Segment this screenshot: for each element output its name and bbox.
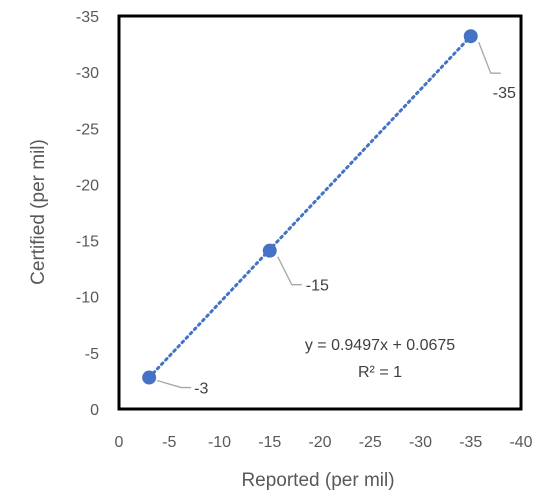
plot-border [117,14,523,411]
data-label: -3 [194,381,208,398]
x-axis-title: Reported (per mil) [241,470,394,491]
data-labels: -3 -15 -35 [194,85,516,397]
leader-line [277,256,302,286]
trendline-equation: y = 0.9497x + 0.0675 [305,337,455,354]
plot-area [117,14,523,411]
data-point [463,29,478,44]
leader-line [156,379,192,389]
y-tick-label: -30 [76,65,99,82]
y-tick-label: -10 [76,290,99,307]
trendline-r-squared: R² = 1 [358,364,402,381]
trendline-path [147,34,473,380]
y-axis-ticks: 0 -5 -10 -15 -20 -25 -30 -35 [76,9,99,419]
data-label-leaders [156,41,501,389]
x-tick-label: -25 [359,434,382,451]
data-label: -35 [493,85,516,102]
x-tick-label: -20 [308,434,331,451]
y-tick-label: 0 [90,402,99,419]
data-point [142,370,157,385]
y-tick-label: -20 [76,177,99,194]
x-tick-label: -10 [208,434,231,451]
y-tick-label: -5 [85,346,99,363]
y-tick-label: -35 [76,9,99,26]
x-tick-label: -30 [409,434,432,451]
x-tick-label: -35 [459,434,482,451]
x-axis-ticks: 0 -5 -10 -15 -20 -25 -30 -35 -40 [115,434,533,451]
data-points [142,29,478,385]
x-tick-label: 0 [115,434,124,451]
y-tick-label: -25 [76,121,99,138]
y-axis-title: Certified (per mil) [28,139,49,285]
data-point [262,243,277,258]
x-tick-label: -15 [258,434,281,451]
x-tick-label: -40 [509,434,532,451]
y-tick-label: -15 [76,234,99,251]
leader-line [478,41,501,74]
trendline [147,34,473,380]
x-tick-label: -5 [162,434,176,451]
data-label: -15 [306,278,329,295]
